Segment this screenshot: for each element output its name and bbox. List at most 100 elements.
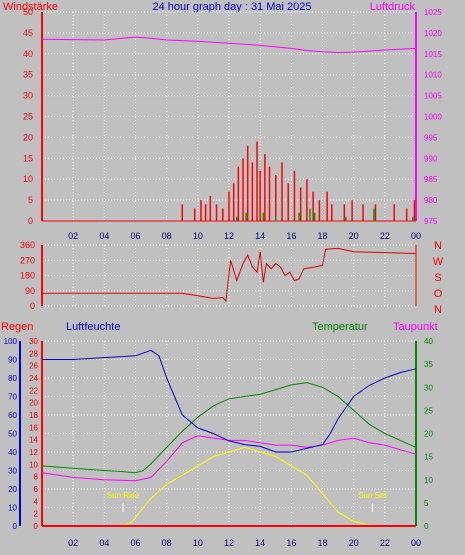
x-tick-label: 10: [193, 538, 203, 548]
luftdruck-label: Luftdruck: [370, 1, 416, 13]
y-tick-label: 12: [29, 448, 38, 457]
sunrise-label: Sun Rise: [107, 491, 140, 500]
y-tick-label: 270: [20, 255, 35, 265]
y-tick-label: 8: [34, 473, 39, 482]
x-tick-label: 04: [99, 538, 109, 548]
regen-label: Regen: [1, 321, 33, 333]
y-tick-label: 15: [424, 453, 433, 462]
y-tick-label: 20: [424, 430, 433, 439]
y-tick-label: 1010: [424, 71, 442, 80]
dewpoint-line: [41, 435, 417, 482]
y-tick-label: 16: [29, 423, 38, 432]
climate-grid: [19, 340, 417, 527]
x-tick-label: 12: [224, 538, 234, 548]
y-tick-label: 50: [8, 430, 17, 439]
taupunkt-label: Taupunkt: [393, 321, 438, 333]
y-tick-label: 5: [424, 499, 429, 508]
sun-line: [42, 446, 416, 527]
y-tick-label: 0: [13, 522, 18, 531]
y-tick-label: 975: [424, 217, 438, 226]
direction-letter: N: [434, 240, 442, 252]
x-tick-label: 14: [255, 231, 265, 241]
y-tick-label: 60: [8, 411, 17, 420]
y-tick-label: 24: [29, 374, 38, 383]
y-tick-label: 1005: [424, 92, 442, 101]
x-tick-label: 18: [317, 231, 327, 241]
y-tick-label: 980: [424, 196, 438, 205]
y-tick-label: 10: [29, 460, 38, 469]
x-tick-label: 04: [99, 231, 109, 241]
wind-pressure-panel: Windstärke 24 hour graph day : 31 Mai 20…: [3, 1, 442, 241]
y-tick-label: 990: [424, 154, 438, 163]
x-tick-label: 00: [411, 538, 421, 548]
humidity-y-axis-ticks: 0 10 20 30 40 50 60 70 80 90 100: [4, 337, 18, 531]
chart-title: 24 hour graph day : 31 Mai 2025: [152, 1, 311, 13]
direction-line: [42, 247, 417, 303]
gust-bars: [236, 208, 414, 221]
x-tick-label: 16: [286, 231, 296, 241]
y-tick-label: 1020: [424, 29, 442, 38]
x-tick-label: 00: [411, 231, 421, 241]
x-tick-label: 16: [286, 538, 296, 548]
y-tick-label: 20: [23, 132, 33, 142]
y-tick-label: 20: [29, 399, 38, 408]
x-tick-label: 08: [162, 231, 172, 241]
wind-bars: [42, 141, 416, 222]
y-tick-label: 100: [4, 337, 18, 346]
sunset-label: Sun Set: [358, 491, 387, 500]
x-tick-label: 14: [255, 538, 265, 548]
y-tick-label: 30: [23, 91, 33, 101]
x-tick-label: 22: [380, 231, 390, 241]
x-tick-label: 20: [349, 231, 359, 241]
pressure-line: [41, 36, 417, 54]
temperatur-label: Temperatur: [312, 321, 368, 333]
climate-panel: Regen Luftfeuchte Temperatur Taupunkt 0 1…: [1, 321, 438, 548]
direction-letter: S: [434, 272, 441, 284]
windstaerke-label: Windstärke: [3, 1, 58, 13]
y-tick-label: 35: [424, 360, 433, 369]
y-tick-label: 2: [34, 510, 39, 519]
y-tick-label: 26: [29, 362, 38, 371]
y-tick-label: 45: [23, 28, 33, 38]
y-tick-label: 50: [23, 7, 33, 17]
y-tick-label: 10: [424, 476, 433, 485]
y-tick-label: 25: [23, 112, 33, 122]
direction-y-axis-ticks: 0 90 180 270 360: [20, 240, 35, 311]
humidity-line: [42, 349, 417, 453]
sun-annotations: Sun Rise Sun Set: [107, 491, 387, 512]
y-tick-label: 0: [424, 522, 429, 531]
y-tick-label: 22: [29, 386, 38, 395]
y-tick-label: 20: [8, 485, 17, 494]
x-tick-label: 18: [317, 538, 327, 548]
x-tick-label: 10: [193, 231, 203, 241]
y-tick-label: 15: [23, 153, 33, 163]
y-tick-label: 40: [8, 448, 17, 457]
y-tick-label: 90: [8, 356, 17, 365]
y-tick-label: 70: [8, 393, 17, 402]
temperature-y-axis-ticks: 0 5 10 15 20 25 30 35 40: [424, 337, 433, 531]
y-tick-label: 6: [34, 485, 39, 494]
direction-letter: N: [434, 304, 442, 316]
y-tick-label: 0: [30, 301, 35, 311]
y-tick-label: 40: [23, 49, 33, 59]
y-tick-label: 80: [8, 374, 17, 383]
x-tick-label: 08: [162, 538, 172, 548]
y-tick-label: 985: [424, 175, 438, 184]
x-tick-label: 20: [349, 538, 359, 548]
y-tick-label: 1015: [424, 50, 442, 59]
y-tick-label: 18: [29, 411, 38, 420]
y-tick-label: 995: [424, 133, 438, 142]
y-tick-label: 30: [8, 467, 17, 476]
y-tick-label: 4: [34, 497, 39, 506]
direction-letter: O: [434, 288, 443, 300]
x-tick-label: 06: [130, 538, 140, 548]
y-tick-label: 14: [29, 436, 38, 445]
y-tick-label: 35: [23, 70, 33, 80]
y-tick-label: 0: [28, 216, 33, 226]
x-tick-label: 12: [224, 231, 234, 241]
